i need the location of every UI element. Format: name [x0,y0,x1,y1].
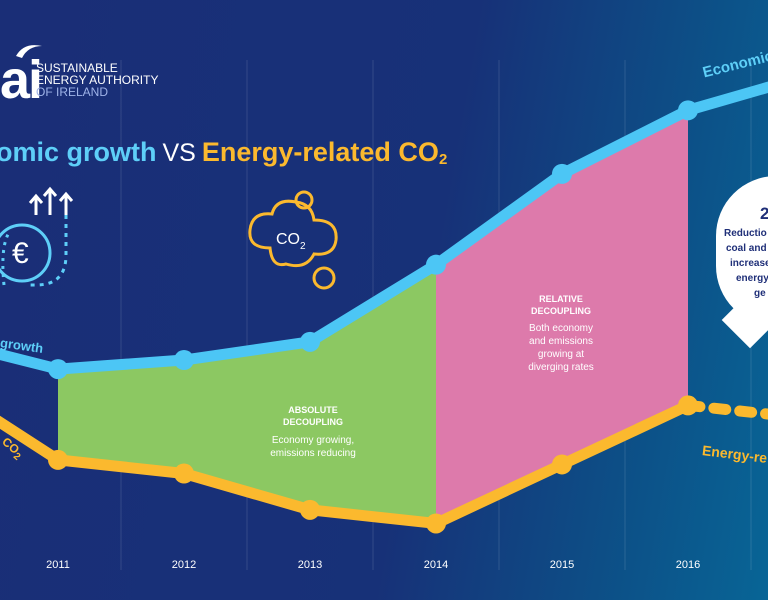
logo-line-2: ENERGY AUTHORITY [36,73,159,87]
relative-decoupling-region [436,110,688,524]
title-vs: VS [162,139,196,167]
economic-point-2012 [174,350,194,371]
x-tick-2013: 2013 [298,559,322,571]
absolute-desc-line-2: emissions reducing [270,448,356,459]
seai-logo-text: SUSTAINABLE ENERGY AUTHORITY OF IRELAND [36,62,158,98]
callout-line-3: increase [730,258,768,269]
absolute-decoupling-title: ABSOLUTE DECOUPLING [268,404,358,428]
x-tick-2014: 2014 [424,559,448,571]
absolute-decoupling-region [58,264,436,524]
callout-year: 2 [760,204,768,223]
x-axis-ticks: 2011 2012 2013 2014 2015 2016 [46,559,700,571]
seai-logo-mark: ai [0,50,43,110]
economic-point-2016 [678,100,698,121]
energy-co2-projected-line [682,399,768,420]
relative-desc-line-3: growing at [537,349,585,360]
relative-desc-line-2: and emissions [529,336,593,347]
logo-swoosh-icon [16,45,42,58]
relative-desc-line-1: Both economy [529,323,593,334]
title-energy-text: Energy-related CO [201,137,439,167]
x-tick-2011: 2011 [46,559,70,571]
relative-title-line-1: RELATIVE [539,294,583,304]
title-energy-sub: 2 [438,151,448,168]
absolute-desc-line-1: Economy growing, [271,435,355,446]
energy-point-2012 [174,463,194,484]
energy-point-2016 [678,395,698,416]
co2-icon-sub: 2 [300,241,306,252]
economic-point-2015 [552,163,572,184]
co2-cloud-icon: CO2 [248,190,338,290]
absolute-title-line-2: DECOUPLING [282,417,343,427]
relative-title-line-2: DECOUPLING [530,306,591,316]
economic-growth-line [0,81,768,375]
relative-decoupling-title: RELATIVE DECOUPLING [514,293,608,317]
callout-line-5: ge [754,288,766,299]
logo-line-3: OF IRELAND [36,85,109,99]
economic-point-2011 [48,359,68,380]
title-energy: Energy-related CO2 [201,137,448,168]
energy-point-2011 [48,449,68,470]
absolute-title-line-1: ABSOLUTE [288,405,338,415]
energy-point-2015 [552,454,572,475]
relative-desc-line-4: diverging rates [528,362,594,373]
svg-text:CO2: CO2 [276,231,306,252]
relative-decoupling-desc: Both economy and emissions growing at di… [506,322,616,374]
callout-line-4: energy [736,273,768,284]
callout-line-1: Reductio [724,228,767,239]
co2-icon-text: CO [276,231,300,248]
x-tick-2016: 2016 [676,559,700,571]
economic-point-2014 [426,254,446,275]
x-tick-2012: 2012 [172,559,196,571]
logo-line-1: SUSTAINABLE [36,61,118,75]
euro-growth-icon: € [0,186,74,287]
energy-point-2013 [300,499,320,520]
page-title: omic growth VS Energy-related CO2 [0,137,447,168]
energy-point-2014 [426,513,446,534]
title-economic: omic growth [0,137,157,167]
callout-line-2: coal and [726,243,767,254]
data-points [48,100,698,534]
economic-point-2013 [300,331,320,352]
x-tick-2015: 2015 [550,559,574,571]
svg-text:€: € [12,237,29,270]
absolute-decoupling-desc: Economy growing, emissions reducing [252,434,374,460]
